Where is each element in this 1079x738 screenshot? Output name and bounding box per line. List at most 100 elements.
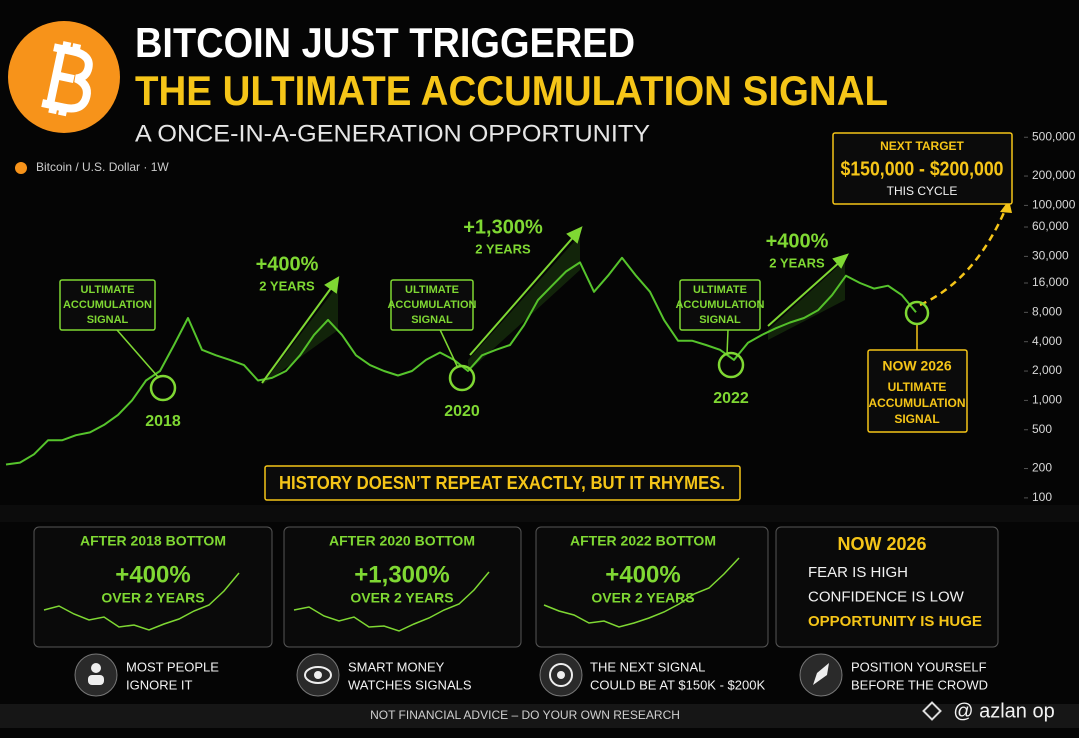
now-panel-title: NOW 2026	[837, 534, 926, 554]
y-tick-label: 1,000	[1032, 393, 1062, 407]
glyph	[314, 671, 322, 679]
signal-box	[679, 279, 761, 331]
now-panel-line: FEAR IS HIGH	[808, 564, 908, 581]
takeaway-line: IGNORE IT	[126, 677, 193, 692]
rally-shade	[262, 285, 338, 385]
symbol-label: Bitcoin / U.S. Dollar · 1W	[36, 160, 169, 174]
panel-period: OVER 2 YEARS	[591, 590, 694, 606]
signal-year: 2018	[145, 413, 181, 430]
target-range: $150,000 - $200,000	[841, 158, 1004, 180]
signal-label: ACCUMULATION	[63, 299, 152, 311]
panel	[33, 526, 273, 648]
signal-label: ACCUMULATION	[675, 299, 764, 311]
glyph	[557, 671, 565, 679]
takeaway-line: MOST PEOPLE	[126, 659, 219, 674]
rally-shade	[768, 260, 845, 340]
subtitle: A ONCE-IN-A-GENERATION OPPORTUNITY	[135, 120, 650, 147]
y-tick-label: 100	[1032, 490, 1052, 504]
arrowhead	[832, 253, 849, 269]
panel-title: AFTER 2020 BOTTOM	[329, 533, 475, 549]
mini-chart	[543, 557, 740, 628]
panel-title: AFTER 2022 BOTTOM	[570, 533, 716, 549]
signal-pointer	[116, 329, 160, 379]
y-tick-label: 16,000	[1032, 275, 1069, 289]
takeaway-line: WATCHES SIGNALS	[348, 677, 472, 692]
gain-period: 2 YEARS	[259, 278, 315, 293]
y-tick-label: 500	[1032, 422, 1052, 436]
y-tick-label: 8,000	[1032, 305, 1062, 319]
disclaimer: NOT FINANCIAL ADVICE – DO YOUR OWN RESEA…	[370, 708, 680, 722]
signal-box	[59, 279, 156, 331]
takeaway-line: THE NEXT SIGNAL	[590, 659, 705, 674]
glyph	[549, 663, 573, 687]
glyph	[88, 675, 104, 685]
signal-box	[390, 279, 474, 331]
signal-label: ULTIMATE	[81, 284, 135, 296]
target-box	[832, 132, 1013, 205]
y-tick-label: 200,000	[1032, 168, 1076, 182]
glyph	[304, 666, 332, 684]
now-label: ACCUMULATION	[868, 396, 965, 410]
arrowhead	[324, 276, 340, 294]
panel-gain: +400%	[115, 561, 190, 588]
handle: @ azlan op	[953, 700, 1054, 722]
takeaway-line: POSITION YOURSELF	[851, 659, 987, 674]
rally-arrows	[261, 226, 849, 384]
symbol-icon	[15, 162, 27, 174]
signal-year: 2022	[713, 390, 749, 407]
title-line: BITCOIN JUST TRIGGERED	[135, 19, 635, 66]
title-line: THE ULTIMATE ACCUMULATION SIGNAL	[135, 67, 888, 114]
signal-marker	[717, 351, 745, 379]
texts: ULTIMATE ACCUMULATION SIGNAL 2018 ULTIMATE AC…	[59, 139, 1055, 722]
glyph	[91, 663, 101, 673]
gain-value: +1,300%	[463, 216, 543, 238]
panel-gain: +1,300%	[354, 561, 449, 588]
y-tick-label: 4,000	[1032, 334, 1062, 348]
footer-band	[0, 704, 1079, 728]
now-panel-line: OPPORTUNITY IS HUGE	[808, 613, 982, 630]
mini-chart	[293, 571, 490, 632]
signal-pointer	[726, 329, 729, 356]
y-tick-label: 500,000	[1032, 129, 1076, 143]
takeaway-line: BEFORE THE CROWD	[851, 677, 988, 692]
signal-pointer	[439, 329, 459, 369]
gain-value: +400%	[256, 253, 319, 275]
panel	[283, 526, 522, 648]
arrow	[767, 259, 843, 327]
now-box	[867, 349, 968, 433]
y-tick-label: 100,000	[1032, 198, 1076, 212]
rally-shade	[468, 235, 580, 372]
mini-charts	[43, 557, 740, 632]
arrow	[261, 283, 335, 384]
handle-icon	[922, 701, 942, 721]
quote-box	[264, 465, 741, 501]
mini-chart	[43, 572, 240, 631]
quote: HISTORY DOESN’T REPEAT EXACTLY, BUT IT R…	[279, 473, 725, 493]
panel-period: OVER 2 YEARS	[350, 590, 453, 606]
signal-label: ULTIMATE	[693, 284, 747, 296]
now-marker	[904, 300, 930, 326]
signal-label: ULTIMATE	[405, 284, 459, 296]
signal-label: SIGNAL	[411, 314, 453, 326]
signal-label: ACCUMULATION	[387, 299, 476, 311]
target-note: THIS CYCLE	[887, 184, 958, 198]
now-label: ULTIMATE	[888, 380, 947, 394]
now-panel-line: CONFIDENCE IS LOW	[808, 588, 965, 605]
gain-period: 2 YEARS	[769, 255, 825, 270]
signal-label: SIGNAL	[87, 314, 129, 326]
panels	[33, 526, 999, 648]
takeaway-line: SMART MONEY	[348, 659, 445, 674]
glyph	[813, 663, 829, 685]
panel-period: OVER 2 YEARS	[101, 590, 204, 606]
now-heading: NOW 2026	[882, 358, 951, 374]
signal-marker	[448, 364, 476, 392]
y-tick-label: 60,000	[1032, 219, 1069, 233]
icon-glyphs	[88, 663, 829, 687]
panel	[535, 526, 769, 648]
panel-gain: +400%	[605, 561, 680, 588]
takeaway-line: COULD BE AT $150K - $200K	[590, 677, 765, 692]
x-axis-band	[0, 505, 1079, 522]
y-tick-label: 200	[1032, 461, 1052, 475]
panel	[775, 526, 999, 648]
now-label: SIGNAL	[894, 412, 939, 426]
